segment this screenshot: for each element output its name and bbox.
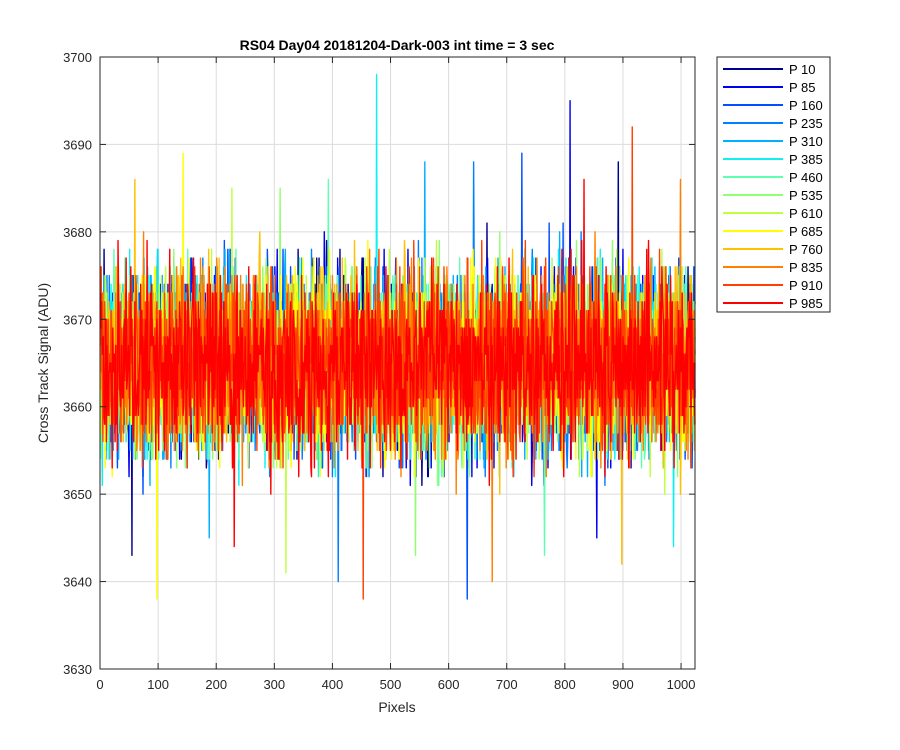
legend-label: P 985 — [789, 296, 823, 311]
x-tick-label: 300 — [263, 677, 285, 692]
y-tick-label: 3630 — [63, 662, 92, 677]
legend-label: P 910 — [789, 278, 823, 293]
x-tick-label: 1000 — [667, 677, 696, 692]
y-tick-label: 3640 — [63, 575, 92, 590]
y-tick-label: 3670 — [63, 312, 92, 327]
y-tick-label: 3690 — [63, 137, 92, 152]
x-tick-label: 600 — [438, 677, 460, 692]
legend-label: P 835 — [789, 260, 823, 275]
axis-ticks: 0 100 200 300 400 500 600 700 800 900 1000 3630 3640… — [63, 50, 695, 692]
legend-label: P 160 — [789, 98, 823, 113]
x-tick-label: 200 — [205, 677, 227, 692]
legend-label: P 235 — [789, 116, 823, 131]
x-tick-label: 0 — [96, 677, 103, 692]
y-axis-label: Cross Track Signal (ADU) — [35, 283, 51, 443]
series-lines — [99, 73, 696, 600]
x-tick-label: 700 — [496, 677, 518, 692]
x-tick-label: 500 — [380, 677, 402, 692]
y-tick-label: 3650 — [63, 487, 92, 502]
x-axis-label: Pixels — [378, 699, 415, 715]
legend-label: P 10 — [789, 62, 816, 77]
series-line — [99, 178, 696, 548]
x-tick-label: 900 — [612, 677, 634, 692]
y-tick-label: 3660 — [63, 400, 92, 415]
x-tick-label: 400 — [322, 677, 344, 692]
y-tick-label: 3680 — [63, 225, 92, 240]
x-tick-label: 800 — [554, 677, 576, 692]
legend-box — [716, 56, 831, 313]
legend-label: P 85 — [789, 80, 816, 95]
y-tick-label: 3700 — [63, 50, 92, 65]
legend-label: P 460 — [789, 170, 823, 185]
plot-frame — [99, 56, 696, 670]
x-tick-label: 100 — [147, 677, 169, 692]
legend-label: P 535 — [789, 188, 823, 203]
legend-label: P 385 — [789, 152, 823, 167]
legend: P 10 P 85 P 160 P 235 P 310 P 385 P 460 P 535 P … — [716, 56, 831, 313]
legend-label: P 685 — [789, 224, 823, 239]
chart-title: RS04 Day04 20181204-Dark-003 int time = … — [240, 37, 555, 53]
legend-label: P 760 — [789, 242, 823, 257]
legend-label: P 310 — [789, 134, 823, 149]
legend-label: P 610 — [789, 206, 823, 221]
